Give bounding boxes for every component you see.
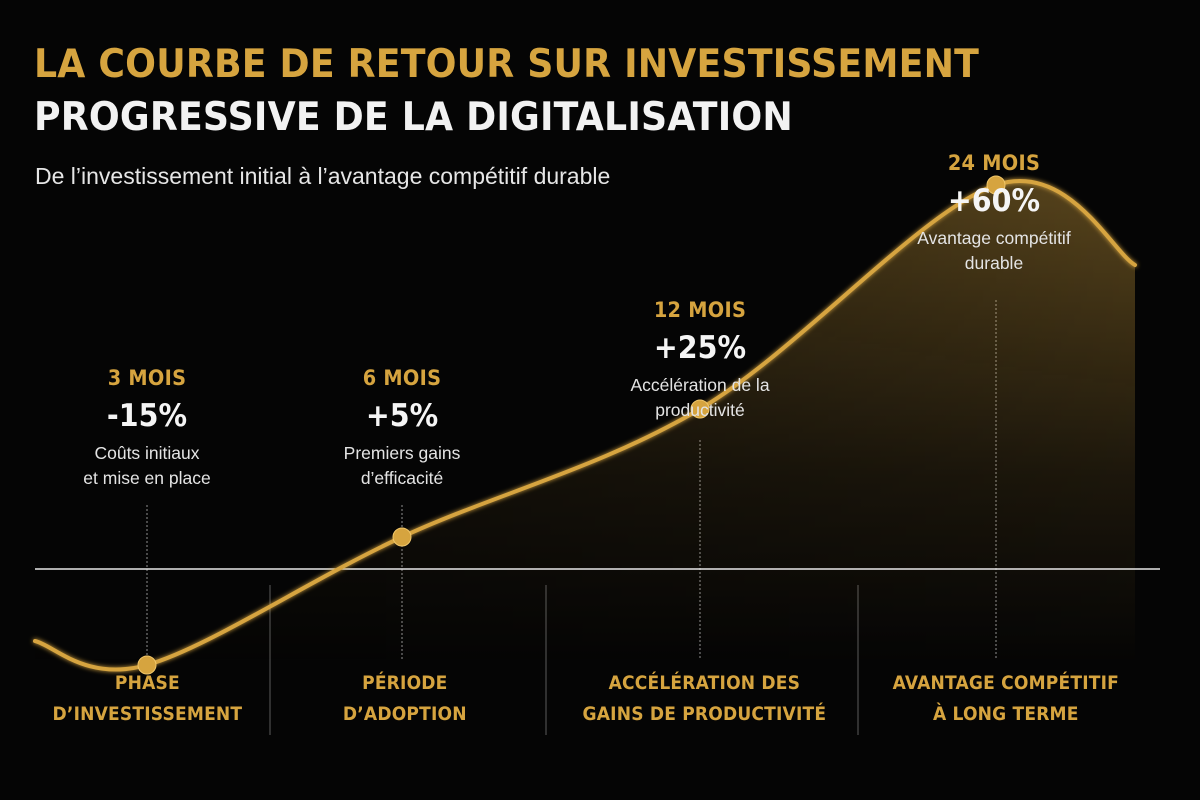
- phase-label-acceleration: ACCÉLÉRATION DES GAINS DE PRODUCTIVITÉ: [582, 672, 826, 725]
- milestone-annotation-24-mois: 24 MOIS +60% Avantage compétitif durable: [864, 151, 1124, 276]
- milestone-point: [392, 527, 412, 547]
- milestone-month-label: 3 MOIS: [107, 366, 187, 390]
- phase-label-long-terme: AVANTAGE COMPÉTITIF À LONG TERME: [892, 672, 1120, 725]
- milestone-month-label: 24 MOIS: [947, 151, 1041, 175]
- milestone-point: [986, 175, 1006, 195]
- milestone-point: [690, 399, 710, 419]
- milestone-annotation-3-mois: 3 MOIS -15% Coûts initiaux et mise en pl…: [17, 366, 277, 491]
- chart-subtitle: De l’investissement initial à l’avantage…: [35, 163, 611, 189]
- milestone-description: Accélération de la productivité: [630, 375, 770, 420]
- milestone-month-label: 12 MOIS: [653, 298, 747, 322]
- chart-title-line-1: LA COURBE DE RETOUR SUR INVESTISSEMENT: [34, 42, 980, 87]
- milestone-description: Premiers gains d’efficacité: [343, 443, 461, 488]
- milestone-description: Coûts initiaux et mise en place: [83, 443, 211, 488]
- milestone-value-label: +60%: [947, 183, 1041, 219]
- phase-label-investissement: PHASE D’INVESTISSEMENT: [52, 672, 242, 725]
- milestone-value-label: -15%: [106, 398, 188, 434]
- roi-area-fill: [35, 180, 1135, 670]
- chart-title-line-2: PROGRESSIVE DE LA DIGITALISATION: [34, 95, 793, 140]
- milestone-point: [137, 655, 157, 675]
- milestone-annotation-6-mois: 6 MOIS +5% Premiers gains d’efficacité: [272, 366, 532, 491]
- milestone-annotation-12-mois: 12 MOIS +25% Accélération de la producti…: [570, 298, 830, 423]
- phase-label-adoption: PÉRIODE D’ADOPTION: [343, 672, 467, 725]
- milestone-value-label: +25%: [653, 330, 747, 366]
- milestone-month-label: 6 MOIS: [362, 366, 442, 390]
- milestone-description: Avantage compétitif durable: [917, 228, 1071, 273]
- milestone-value-label: +5%: [365, 398, 439, 434]
- milestone-points: [137, 175, 1006, 675]
